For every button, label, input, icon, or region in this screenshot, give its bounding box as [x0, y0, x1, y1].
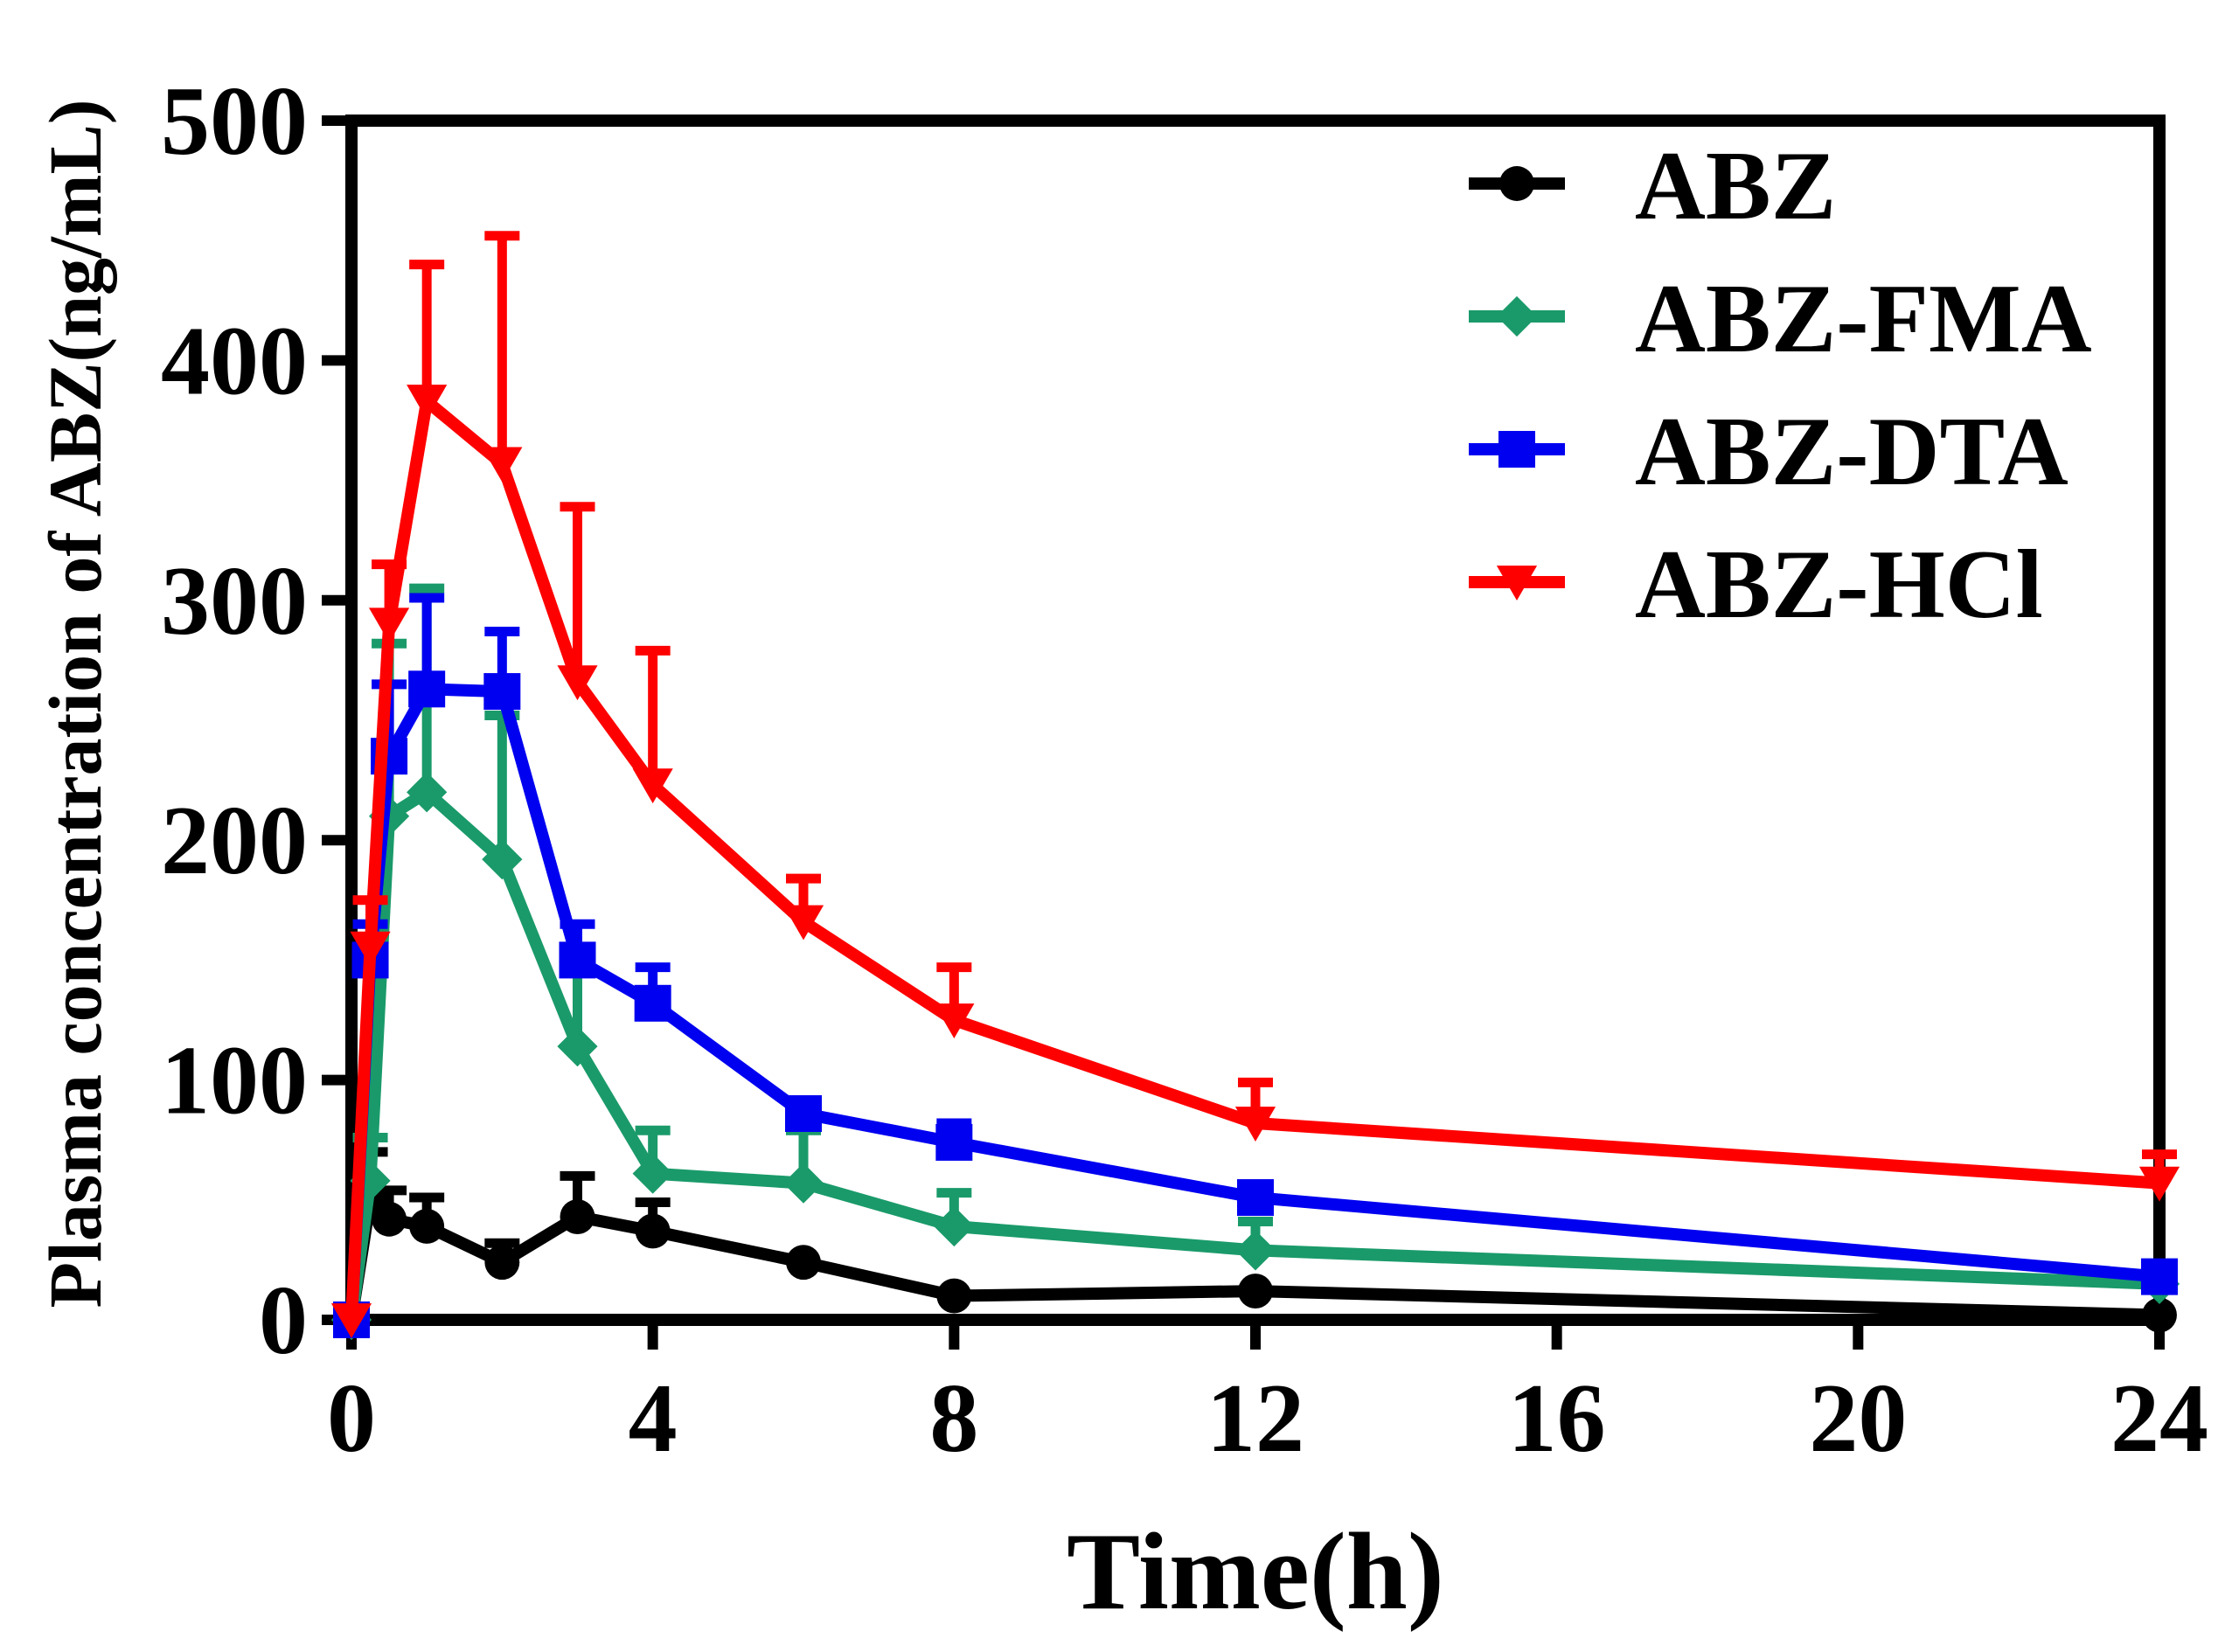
y-tick-label-500: 500	[161, 67, 308, 176]
legend-swatch-marker	[1496, 566, 1538, 600]
data-point	[634, 984, 671, 1022]
y-axis-title: Plasma concentration of ABZ(ng/mL)	[33, 99, 117, 1308]
data-point	[1234, 1230, 1276, 1271]
legend-item-abz-dta: ABZ-DTA	[1469, 398, 2069, 506]
data-point	[350, 931, 391, 967]
data-point	[557, 665, 598, 701]
data-point	[484, 1245, 520, 1281]
data-point	[482, 839, 523, 880]
legend-swatch-marker	[1496, 295, 1538, 337]
y-tick-label-300: 300	[161, 547, 308, 656]
data-point	[786, 1245, 821, 1281]
data-point	[936, 1278, 972, 1314]
x-tick-label-20: 20	[1809, 1364, 1907, 1473]
legend-swatch-marker	[1499, 166, 1534, 201]
legend-item-abz-hcl: ABZ-HCl	[1469, 531, 2043, 639]
data-point	[934, 1205, 975, 1247]
data-point	[409, 1209, 445, 1244]
data-point	[368, 607, 410, 643]
data-point	[372, 1201, 407, 1237]
data-point	[1234, 1107, 1276, 1142]
y-tick-label-100: 100	[161, 1027, 308, 1135]
data-point	[2141, 1258, 2178, 1295]
x-tick-label-12: 12	[1206, 1364, 1304, 1473]
y-tick-label-400: 400	[161, 307, 308, 415]
x-tick-label-4: 4	[629, 1364, 678, 1473]
legend-item-abz: ABZ	[1469, 132, 1836, 240]
data-point	[785, 1095, 822, 1133]
data-point	[330, 1303, 372, 1338]
legend-label: ABZ-HCl	[1635, 531, 2043, 639]
data-point	[782, 1163, 824, 1204]
series-layer	[330, 231, 2180, 1341]
data-point	[408, 670, 446, 708]
data-point	[1237, 1179, 1274, 1217]
y-tick-label-200: 200	[161, 787, 308, 895]
legend-swatch-marker	[1498, 431, 1535, 468]
legend-label: ABZ-FMA	[1635, 265, 2092, 373]
legend: ABZ ABZ-FMA ABZ-DTA ABZ-HCl	[1469, 132, 2092, 639]
legend-label: ABZ-DTA	[1635, 398, 2069, 506]
data-point	[407, 772, 448, 813]
x-tick-label-24: 24	[2110, 1364, 2208, 1473]
data-point	[935, 1123, 973, 1161]
legend-item-abz-fma: ABZ-FMA	[1469, 265, 2092, 373]
data-point	[560, 1199, 595, 1234]
data-point	[482, 447, 523, 482]
x-tick-label-16: 16	[1508, 1364, 1606, 1473]
data-point	[2142, 1297, 2177, 1333]
y-tick-label-0: 0	[259, 1267, 308, 1375]
x-tick-label-8: 8	[929, 1364, 978, 1473]
x-tick-label-0: 0	[327, 1364, 376, 1473]
data-point	[632, 1153, 673, 1194]
axis-ticks: 0 4 8 12 16 20 24 0 100 200 300 400 500	[161, 67, 2208, 1473]
data-point	[635, 1213, 671, 1249]
x-axis-title: Time(h)	[1067, 1511, 1444, 1633]
data-point	[559, 941, 596, 979]
data-point	[934, 1003, 975, 1038]
series-abz-hcl	[330, 231, 2180, 1338]
data-point	[557, 1026, 598, 1067]
data-point	[407, 385, 448, 420]
series-abz	[334, 1147, 2177, 1337]
data-point	[632, 768, 673, 804]
legend-label: ABZ	[1635, 132, 1836, 240]
data-point	[2138, 1166, 2180, 1202]
data-point	[782, 905, 824, 941]
data-point	[1238, 1274, 1273, 1309]
data-point	[483, 673, 521, 711]
